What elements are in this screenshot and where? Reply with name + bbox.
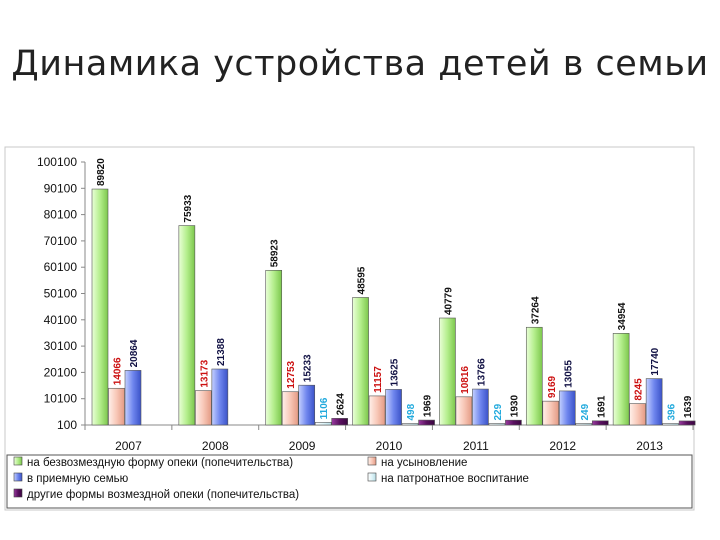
y-tick-label: 10100	[44, 392, 78, 406]
legend-label: на усыновление	[381, 457, 467, 469]
data-label: 396	[667, 403, 678, 420]
bar	[525, 326, 543, 426]
data-label: 89820	[96, 158, 107, 186]
data-label: 11157	[373, 366, 384, 393]
legend-label: другие формы возмездной опеки (попечител…	[27, 489, 299, 501]
data-label: 1106	[319, 397, 330, 419]
bar	[439, 317, 456, 426]
legend-swatch	[367, 472, 377, 482]
bar	[108, 387, 125, 426]
y-tick-label: 60100	[44, 260, 78, 274]
bar	[298, 384, 316, 426]
bar	[91, 188, 109, 426]
bar	[558, 390, 576, 426]
bar	[542, 400, 560, 426]
data-label: 249	[580, 403, 591, 420]
bar	[612, 333, 630, 426]
data-label: 13766	[476, 358, 487, 386]
x-tick-label: 2012	[549, 439, 576, 453]
x-tick-label: 2009	[289, 439, 316, 453]
legend-label: в приемную семью	[27, 473, 129, 485]
bar	[195, 390, 212, 426]
legend-label: на патронатное воспитание	[381, 473, 529, 485]
y-tick-label: 50100	[44, 287, 78, 301]
data-label: 229	[493, 403, 504, 420]
bar	[385, 389, 402, 426]
bar	[401, 423, 419, 426]
data-label: 1691	[596, 395, 607, 418]
x-tick-label: 2010	[376, 439, 403, 453]
legend-swatch	[13, 472, 23, 482]
y-axis: 100 10100 20100 30100 40100 50100 60100 70100 80…	[37, 155, 86, 432]
bar	[178, 225, 196, 426]
bar	[124, 370, 142, 426]
bar	[505, 419, 522, 426]
y-tick-label: 100100	[37, 155, 77, 169]
bars-group	[91, 188, 696, 426]
y-tick-label: 40100	[44, 313, 78, 327]
data-label: 17740	[650, 347, 661, 375]
x-axis: 2007 2008 2009 2010 2011 2012 2013	[84, 424, 694, 453]
x-tick-label: 2008	[202, 439, 229, 453]
legend-swatch	[13, 488, 23, 498]
data-label: 13173	[199, 359, 210, 387]
chart-frame	[4, 146, 695, 511]
bar	[314, 422, 332, 426]
data-label: 48595	[357, 266, 368, 294]
bar	[488, 423, 506, 426]
bar	[211, 368, 229, 426]
data-label: 1969	[423, 394, 434, 417]
data-label: 2624	[336, 393, 347, 416]
legend-label: на безвозмездную форму опеки (попечитель…	[27, 457, 293, 469]
bar	[575, 423, 593, 426]
data-label: 14066	[113, 357, 124, 385]
bar	[629, 403, 646, 426]
data-label: 40779	[443, 287, 454, 315]
bar	[418, 419, 435, 426]
bar	[455, 396, 473, 426]
data-label: 37264	[530, 296, 541, 324]
data-label: 1639	[683, 395, 694, 418]
x-tick-label: 2007	[115, 439, 142, 453]
data-label: 12753	[286, 360, 297, 388]
data-label: 21388	[216, 338, 227, 366]
bar	[281, 391, 299, 426]
data-label: 75933	[183, 194, 194, 222]
y-tick-label: 100	[57, 418, 77, 432]
data-label: 8245	[634, 378, 645, 401]
bar	[591, 420, 609, 426]
bar	[331, 418, 349, 426]
data-label: 10816	[460, 366, 471, 394]
bar	[645, 378, 663, 426]
legend-frame	[6, 454, 693, 509]
data-label: 13055	[563, 360, 574, 388]
y-tick-label: 90100	[44, 181, 78, 195]
data-label: 20864	[129, 339, 140, 367]
bar-labels-group: 89820 75933 58923 48595 40779 37264 34954 14066…	[96, 158, 694, 421]
bar	[368, 395, 386, 426]
data-label: 15233	[303, 354, 314, 382]
x-tick-label: 2011	[463, 439, 489, 453]
bar	[265, 269, 283, 426]
y-tick-label: 20100	[44, 365, 78, 379]
slide-title: Динамика устройства детей в семьи	[11, 44, 709, 84]
data-label: 1930	[509, 395, 520, 418]
y-tick-label: 70100	[44, 234, 78, 248]
data-label: 9169	[547, 375, 558, 398]
bar	[678, 420, 696, 426]
data-label: 498	[406, 403, 417, 420]
legend: на безвозмездную форму опеки (попечитель…	[6, 454, 693, 509]
legend-swatch	[13, 456, 23, 466]
data-label: 13625	[390, 358, 401, 386]
bar	[472, 388, 489, 426]
y-tick-label: 80100	[44, 208, 78, 222]
bar	[662, 423, 679, 426]
y-tick-label: 30100	[44, 339, 78, 353]
data-label: 58923	[270, 239, 281, 267]
x-tick-label: 2013	[636, 439, 663, 453]
legend-swatch	[367, 456, 377, 466]
bar	[352, 297, 369, 426]
data-label: 34954	[617, 302, 628, 330]
